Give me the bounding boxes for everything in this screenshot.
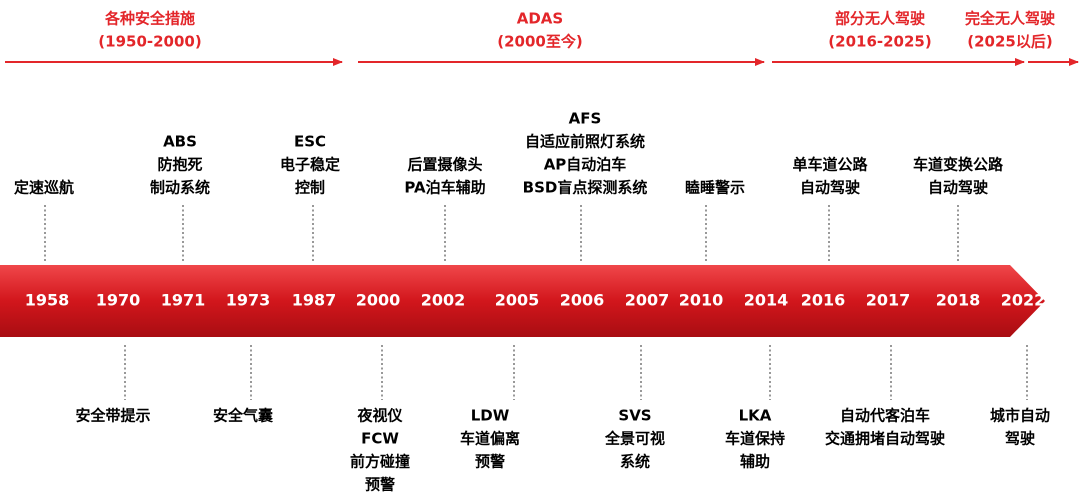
- event-text: SVS: [618, 407, 651, 425]
- event-text: 夜视仪: [356, 407, 403, 425]
- event-text: 定速巡航: [14, 179, 74, 197]
- year-label: 2007: [625, 291, 670, 310]
- event-text: 自动驾驶: [800, 179, 860, 197]
- event-text: LKA: [739, 407, 772, 425]
- event-text: 预警: [365, 476, 395, 493]
- event-text: 辅助: [740, 453, 770, 471]
- era-label: 完全无人驾驶: [965, 10, 1055, 28]
- event-text: 后置摄像头: [407, 156, 482, 174]
- year-label: 2018: [936, 291, 981, 310]
- year-label: 1958: [25, 291, 70, 310]
- event-text: 交通拥堵自动驾驶: [825, 430, 945, 448]
- era-period: (2016-2025): [828, 33, 931, 51]
- era-label: 各种安全措施: [104, 10, 195, 28]
- event-text: LDW: [471, 407, 510, 425]
- era-label: ADAS: [517, 10, 563, 28]
- event-text: AFS: [569, 110, 602, 128]
- year-label: 1973: [226, 291, 271, 310]
- event-text: 自动驾驶: [928, 179, 988, 197]
- event-text: 车道偏离: [460, 430, 520, 448]
- year-label: 2017: [866, 291, 911, 310]
- year-label: 2000: [356, 291, 401, 310]
- era-period: (2025以后): [967, 33, 1052, 51]
- event-text: 单车道公路: [792, 156, 868, 174]
- event-text: 车道变换公路: [913, 156, 1004, 174]
- event-text: 制动系统: [150, 179, 210, 197]
- event-text: 自适应前照灯系统: [525, 133, 645, 151]
- event-text: 安全气囊: [213, 407, 274, 425]
- timeline-band: [0, 265, 1045, 337]
- event-text: FCW: [361, 430, 399, 448]
- event-text: 控制: [295, 179, 325, 197]
- year-label: 2005: [495, 291, 540, 310]
- event-text: 防抱死: [157, 156, 202, 174]
- event-text: 系统: [620, 453, 650, 471]
- event-text: BSD盲点探测系统: [523, 179, 648, 197]
- era-label: 部分无人驾驶: [835, 10, 925, 28]
- event-text: 全景可视: [604, 430, 665, 448]
- event-text: 预警: [475, 453, 505, 471]
- event-text: 驾驶: [1005, 430, 1035, 448]
- era-period: (1950-2000): [98, 33, 201, 51]
- event-text: ESC: [294, 133, 326, 151]
- event-text: 自动代客泊车: [840, 407, 930, 425]
- event-text: AP自动泊车: [544, 156, 627, 174]
- year-label: 2022: [1001, 291, 1046, 310]
- event-text: 前方碰撞: [350, 453, 410, 471]
- year-label: 2010: [679, 291, 724, 310]
- event-text: 瞌睡警示: [685, 179, 745, 197]
- event-text: ABS: [163, 133, 197, 151]
- year-label: 1971: [161, 291, 206, 310]
- year-label: 2002: [421, 291, 466, 310]
- year-label: 1987: [292, 291, 337, 310]
- event-text: 安全带提示: [75, 407, 150, 425]
- year-label: 2006: [560, 291, 605, 310]
- event-text: 车道保持: [725, 430, 785, 448]
- event-text: 城市自动: [990, 407, 1050, 425]
- year-label: 2016: [801, 291, 846, 310]
- era-period: (2000至今): [497, 33, 582, 51]
- event-text: 电子稳定: [280, 156, 340, 174]
- event-text: PA泊车辅助: [404, 179, 485, 197]
- year-label: 1970: [96, 291, 141, 310]
- year-label: 2014: [744, 291, 789, 310]
